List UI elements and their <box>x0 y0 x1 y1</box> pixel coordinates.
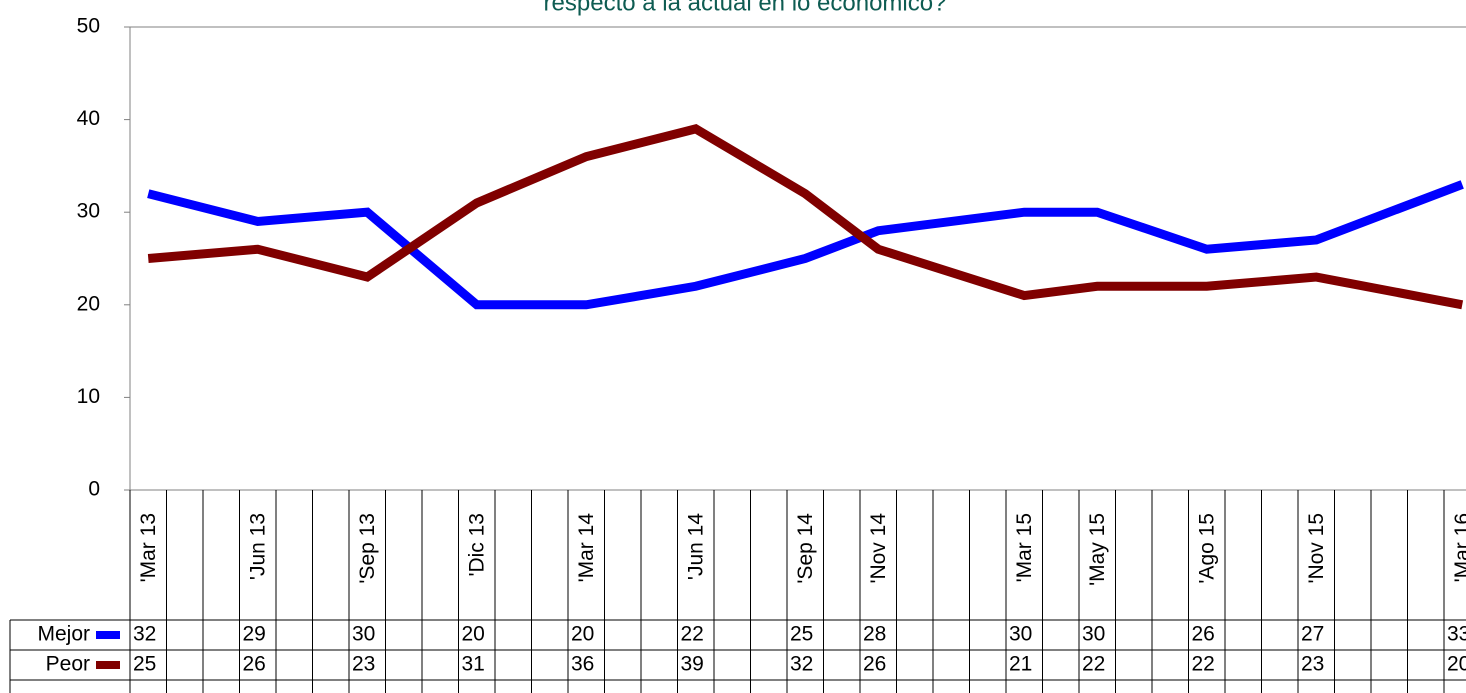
table-value: 26 <box>243 653 266 676</box>
table-value: 22 <box>1192 653 1215 676</box>
x-tick-label: 'Mar 14 <box>575 513 598 583</box>
x-tick-label: 'Ago 15 <box>1195 513 1218 584</box>
table-value: 30 <box>352 623 375 646</box>
table-value: 21 <box>1009 653 1032 676</box>
x-tick-label: 'Mar 16 <box>1451 513 1466 582</box>
line-series <box>147 124 1464 310</box>
table-value: 22 <box>1082 653 1105 676</box>
legend-key <box>96 661 120 669</box>
y-tick-label: 20 <box>77 292 100 315</box>
line-series <box>147 180 1464 310</box>
table-value: 39 <box>681 653 704 676</box>
table-value: 29 <box>243 623 266 646</box>
y-tick-label: 30 <box>77 200 100 223</box>
legend-key <box>96 631 120 639</box>
x-tick-label: 'Mar 15 <box>1013 513 1036 582</box>
y-tick-label: 0 <box>88 478 100 501</box>
x-tick-label: 'Nov 15 <box>1305 513 1328 584</box>
y-tick-label: 40 <box>77 107 100 130</box>
y-tick-label: 10 <box>77 385 100 408</box>
table-value: 33 <box>1447 623 1466 646</box>
x-tick-label: 'Jun 13 <box>246 513 269 580</box>
x-tick-label: 'Sep 14 <box>794 513 817 584</box>
table-value: 32 <box>133 623 156 646</box>
table-value: 20 <box>571 623 594 646</box>
legend-label: Mejor <box>37 623 90 646</box>
table-value: 20 <box>1447 653 1466 676</box>
x-tick-label: 'Nov 14 <box>867 513 890 584</box>
table-value: 32 <box>790 653 813 676</box>
table-value: 31 <box>462 653 485 676</box>
table-value: 23 <box>352 653 375 676</box>
table-value: 28 <box>863 623 886 646</box>
y-tick-label: 50 <box>77 15 100 38</box>
x-tick-label: 'Dic 13 <box>465 513 488 577</box>
chart-title: respecto a la actual en lo económico? <box>544 0 947 16</box>
table-value: 22 <box>681 623 704 646</box>
table-value: 23 <box>1301 653 1324 676</box>
x-tick-label: 'Sep 13 <box>356 513 379 584</box>
legend-label: Peor <box>46 653 90 676</box>
x-tick-label: 'Jun 14 <box>684 513 707 580</box>
table-value: 30 <box>1082 623 1105 646</box>
table-value: 26 <box>1192 623 1215 646</box>
table-value: 27 <box>1301 623 1324 646</box>
table-value: 36 <box>571 653 594 676</box>
table-value: 25 <box>790 623 813 646</box>
x-tick-label: 'May 15 <box>1086 513 1109 586</box>
x-tick-label: 'Mar 13 <box>137 513 160 582</box>
table-value: 30 <box>1009 623 1032 646</box>
table-value: 26 <box>863 653 886 676</box>
table-value: 25 <box>133 653 156 676</box>
table-value: 20 <box>462 623 485 646</box>
